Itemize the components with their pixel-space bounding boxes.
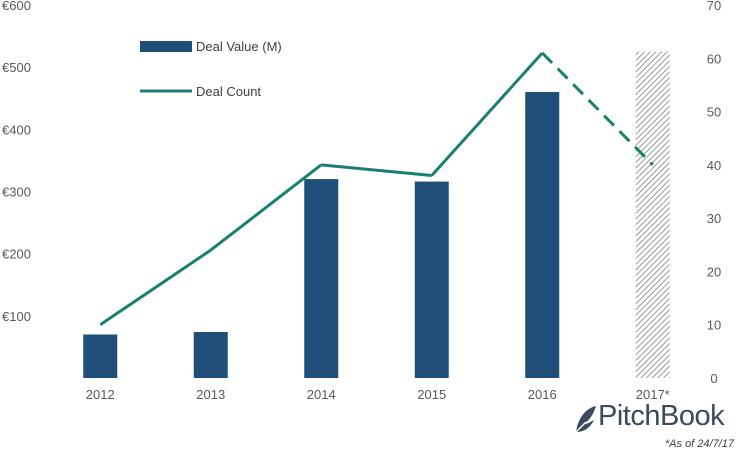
left-tick-label: €600	[2, 0, 31, 13]
deal-count-line	[99, 51, 654, 326]
x-tick-label: 2015	[417, 387, 446, 402]
x-tick-label: 2016	[528, 387, 557, 402]
x-tick-label: 2013	[196, 387, 225, 402]
right-tick-label: 50	[707, 105, 721, 120]
bar	[304, 179, 339, 378]
line-segment-projected	[541, 51, 654, 166]
footnote: *As of 24/7/17	[664, 438, 734, 450]
legend-swatch-deal-value	[140, 41, 192, 52]
right-tick-label: 0	[710, 371, 717, 386]
left-tick-label: €500	[2, 60, 31, 75]
line-segment	[430, 51, 544, 177]
left-tick-label: €300	[2, 185, 31, 200]
line-segment	[321, 163, 432, 178]
left-tick-label: €200	[2, 247, 31, 262]
pitchbook-logo-icon	[573, 406, 596, 435]
bar	[83, 334, 118, 378]
right-tick-label: 70	[707, 0, 721, 13]
x-axis-labels: 2012 2013 2014 2015 2016 2017*	[86, 387, 670, 402]
x-tick-label: 2014	[307, 387, 336, 402]
line-segment	[209, 163, 323, 252]
left-tick-label: €400	[2, 122, 31, 137]
pitchbook-logo-text: PitchBook	[598, 400, 725, 432]
legend-label-deal-value: Deal Value (M)	[196, 39, 282, 54]
right-tick-label: 40	[707, 158, 721, 173]
legend: Deal Value (M) Deal Count	[140, 39, 282, 99]
right-tick-label: 30	[707, 211, 721, 226]
bar	[414, 181, 449, 378]
right-tick-label: 60	[707, 51, 721, 66]
right-axis: 0 10 20 30 40 50 60 70	[707, 0, 721, 386]
right-tick-label: 20	[707, 264, 721, 279]
legend-label-deal-count: Deal Count	[196, 84, 261, 99]
right-tick-label: 10	[707, 318, 721, 333]
x-tick-label: 2012	[86, 387, 115, 402]
bar	[193, 331, 228, 378]
x-tick-label: 2017*	[636, 387, 670, 402]
left-tick-label: €100	[2, 309, 31, 324]
line-segment	[99, 248, 212, 326]
bar	[525, 92, 560, 379]
bars	[83, 51, 670, 379]
left-axis: €100 €200 €300 €400 €500 €600	[2, 0, 31, 324]
bar-projected	[635, 51, 670, 378]
